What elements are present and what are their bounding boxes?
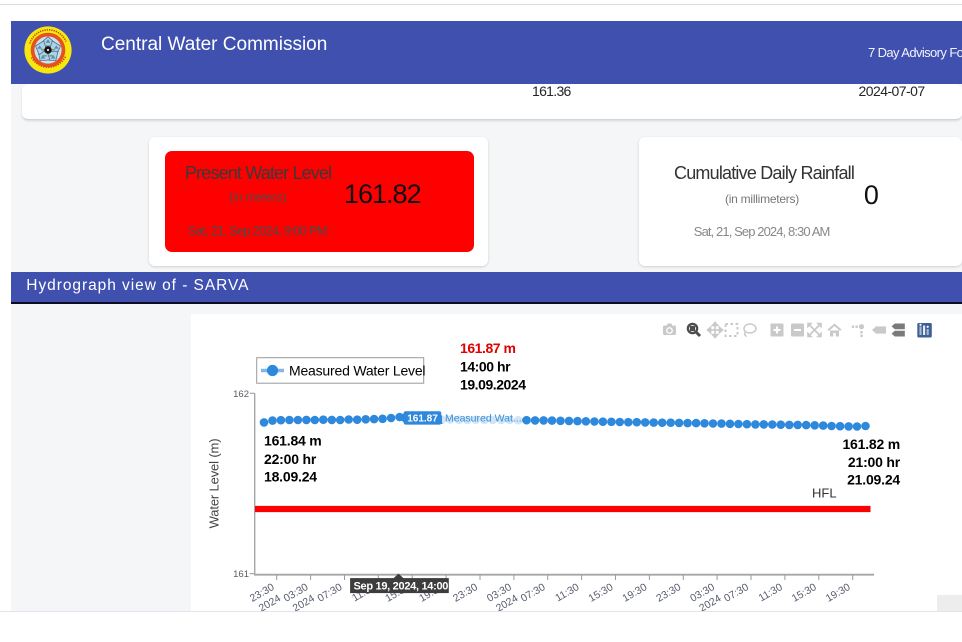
svg-text:19:30: 19:30 xyxy=(620,581,649,605)
svg-text:18.09.24: 18.09.24 xyxy=(264,469,317,485)
svg-text:21:00 hr: 21:00 hr xyxy=(848,454,901,470)
svg-text:03:302024: 03:302024 xyxy=(485,581,520,611)
svg-text:23:30: 23:30 xyxy=(654,581,683,605)
svg-text:161.84 m: 161.84 m xyxy=(264,433,322,449)
svg-text:03:302024: 03:302024 xyxy=(688,581,723,611)
svg-text:Measured Water Level: Measured Water Level xyxy=(289,362,425,378)
svg-text:14:00 hr: 14:00 hr xyxy=(460,359,511,375)
svg-text:07:30: 07:30 xyxy=(722,581,751,605)
svg-text:161.82 m: 161.82 m xyxy=(842,436,900,452)
svg-text:15:30: 15:30 xyxy=(587,581,616,605)
svg-text:Measured Wat...: Measured Wat... xyxy=(445,413,522,425)
svg-text:23:302024: 23:302024 xyxy=(248,581,283,611)
svg-text:162: 162 xyxy=(233,389,249,400)
svg-text:HFL: HFL xyxy=(812,486,837,501)
svg-text:161.87 m: 161.87 m xyxy=(460,340,516,356)
svg-text:23:30: 23:30 xyxy=(451,581,480,605)
svg-text:22:00 hr: 22:00 hr xyxy=(264,451,317,467)
svg-text:07:30: 07:30 xyxy=(316,581,345,605)
svg-text:07:30: 07:30 xyxy=(519,581,548,605)
svg-text:Sep 19, 2024, 14:00: Sep 19, 2024, 14:00 xyxy=(354,580,449,592)
svg-text:161.87: 161.87 xyxy=(407,413,438,424)
svg-text:11:30: 11:30 xyxy=(553,581,581,604)
svg-text:21.09.24: 21.09.24 xyxy=(847,472,900,488)
svg-text:161: 161 xyxy=(233,569,249,580)
svg-text:11:30: 11:30 xyxy=(757,581,785,604)
svg-text:03:302024: 03:302024 xyxy=(282,581,317,611)
svg-text:Water Level (m): Water Level (m) xyxy=(207,439,222,529)
svg-text:19:30: 19:30 xyxy=(824,581,853,605)
svg-text:19.09.2024: 19.09.2024 xyxy=(460,377,526,393)
svg-text:15:30: 15:30 xyxy=(790,581,819,605)
